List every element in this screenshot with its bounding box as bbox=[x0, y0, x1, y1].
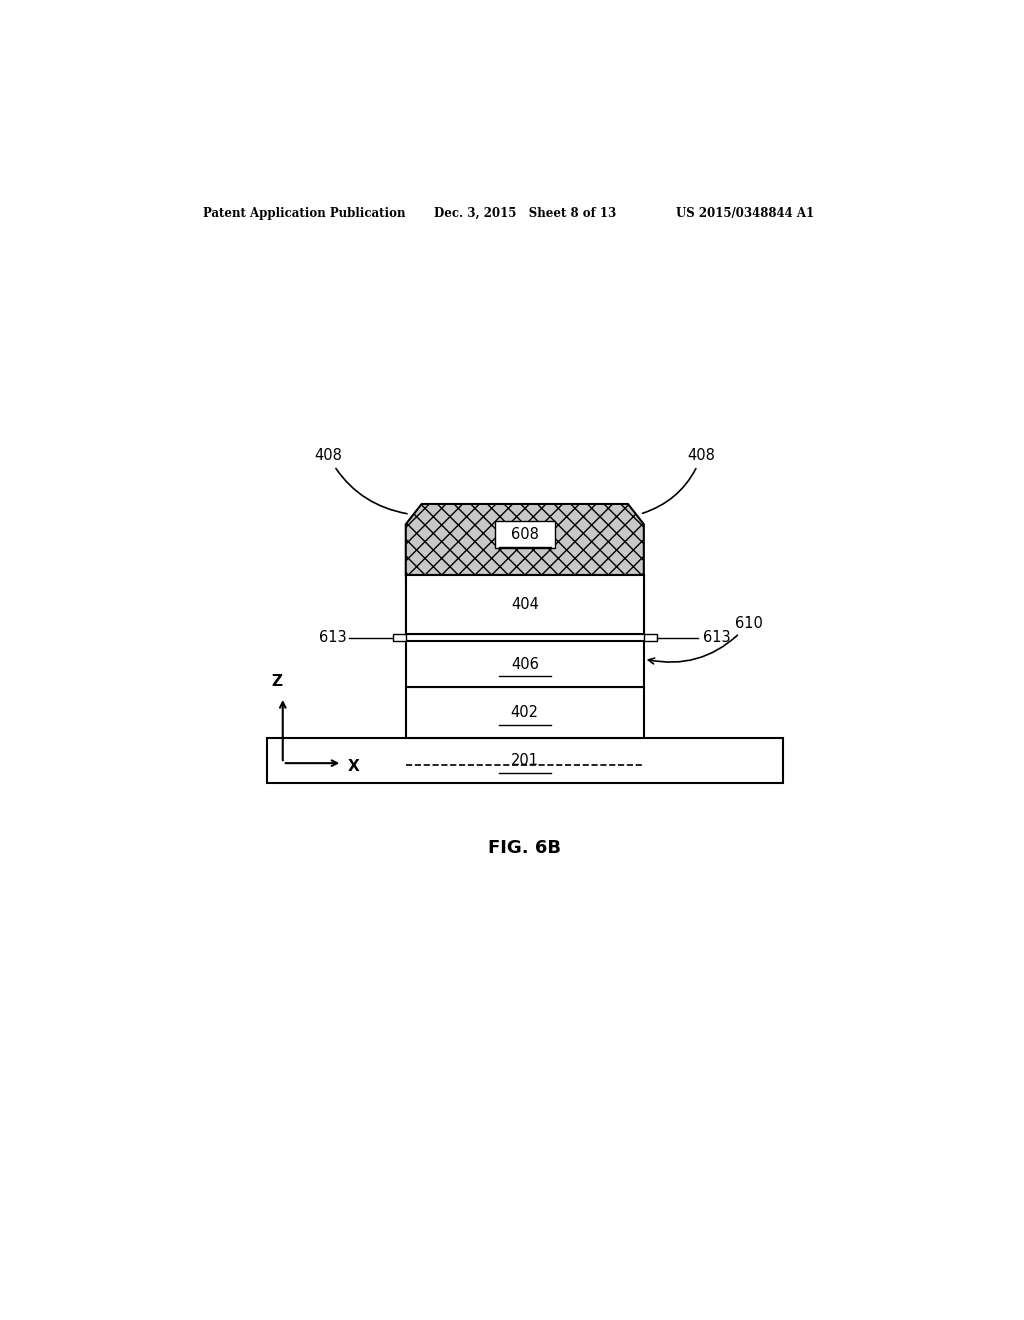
Text: 613: 613 bbox=[318, 630, 346, 645]
Text: Dec. 3, 2015   Sheet 8 of 13: Dec. 3, 2015 Sheet 8 of 13 bbox=[433, 207, 615, 220]
Text: 608: 608 bbox=[511, 527, 539, 543]
Text: X: X bbox=[348, 759, 359, 774]
Bar bbox=[407, 576, 643, 634]
Bar bbox=[267, 738, 782, 784]
Text: 201: 201 bbox=[511, 754, 539, 768]
Text: Z: Z bbox=[271, 675, 282, 689]
Text: 610: 610 bbox=[648, 615, 763, 664]
Text: 408: 408 bbox=[642, 449, 716, 513]
Text: 406: 406 bbox=[511, 656, 539, 672]
Text: Patent Application Publication: Patent Application Publication bbox=[204, 207, 406, 220]
Text: 613: 613 bbox=[703, 630, 731, 645]
Polygon shape bbox=[406, 504, 644, 576]
Bar bbox=[406, 576, 644, 634]
Text: 408: 408 bbox=[314, 449, 407, 513]
Text: FIG. 6B: FIG. 6B bbox=[488, 840, 561, 858]
Text: US 2015/0348844 A1: US 2015/0348844 A1 bbox=[676, 207, 814, 220]
Text: 404: 404 bbox=[511, 597, 539, 612]
Bar bbox=[495, 521, 555, 548]
Bar bbox=[406, 642, 644, 686]
Bar bbox=[406, 686, 644, 738]
Bar bbox=[393, 634, 406, 642]
Text: 402: 402 bbox=[511, 705, 539, 719]
Bar bbox=[644, 634, 656, 642]
Bar bbox=[406, 576, 644, 634]
